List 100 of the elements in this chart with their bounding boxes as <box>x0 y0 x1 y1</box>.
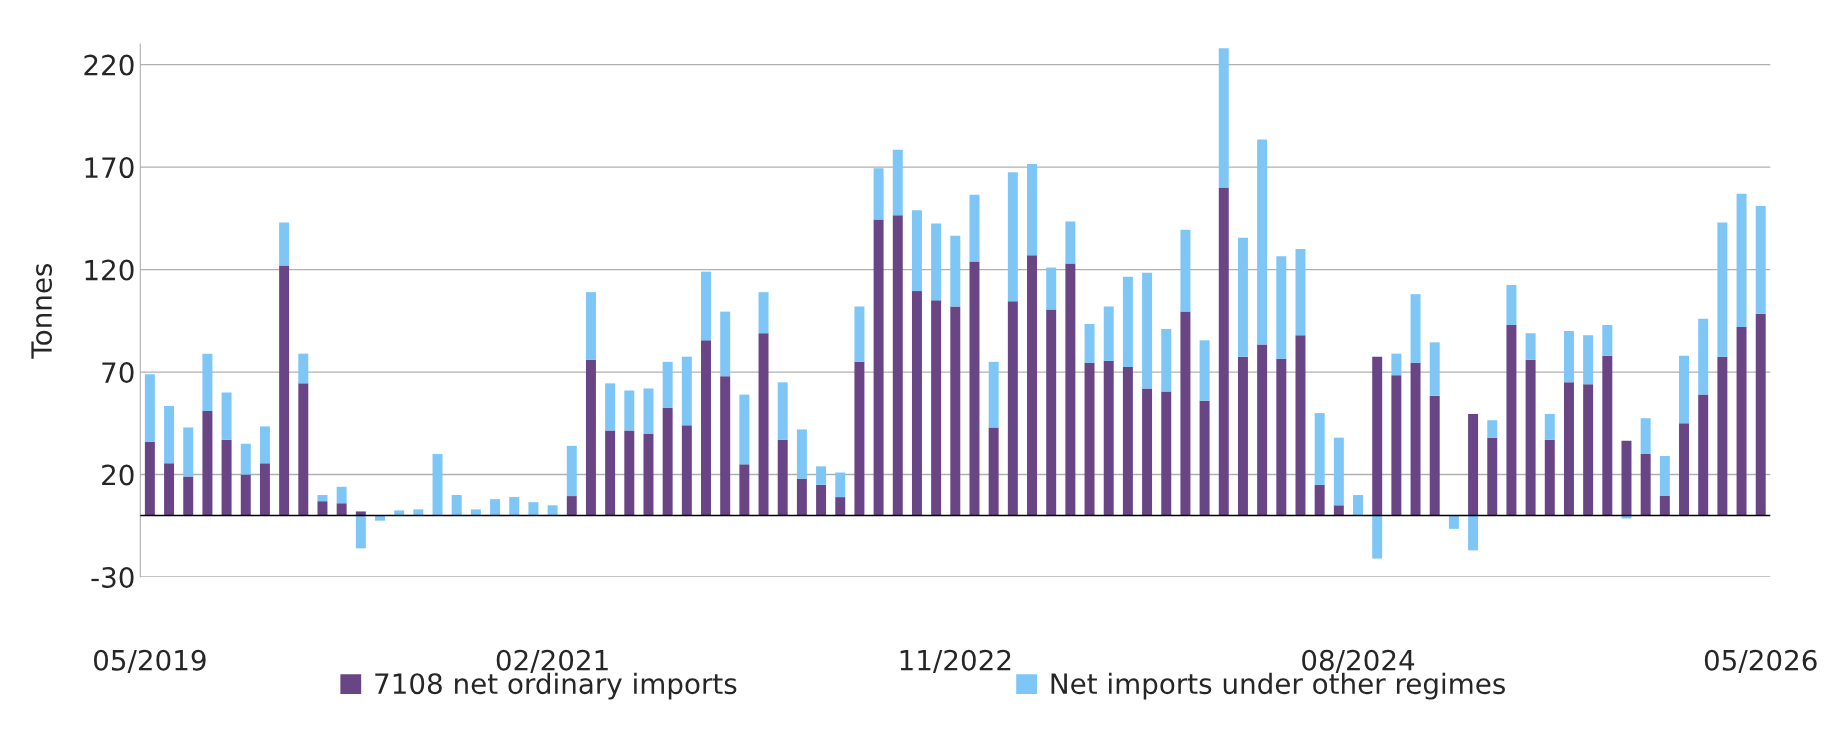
bar <box>1122 276 1133 367</box>
bar <box>988 361 999 428</box>
bar <box>279 222 290 266</box>
bar <box>144 374 155 442</box>
bar <box>202 411 213 516</box>
bar <box>988 427 999 516</box>
bar <box>1333 505 1344 516</box>
bar <box>1755 313 1766 516</box>
x-tick-label: 02/2021 <box>496 649 608 673</box>
bar <box>1679 355 1689 424</box>
y-tick-label: 120 <box>85 259 134 281</box>
bar <box>298 383 309 516</box>
bar <box>816 484 827 516</box>
bar <box>470 509 481 516</box>
bar <box>1007 172 1018 302</box>
bar <box>931 223 942 301</box>
bar <box>1372 356 1383 516</box>
bar <box>1487 420 1498 438</box>
bar <box>221 439 232 516</box>
bar <box>547 505 558 516</box>
bar <box>1583 335 1594 385</box>
bar <box>1372 515 1383 559</box>
bar <box>1487 437 1498 516</box>
bar <box>1448 515 1459 529</box>
bar <box>1698 394 1709 516</box>
y-tick-label: 70 <box>102 362 134 384</box>
y-tick-label: -30 <box>91 566 134 588</box>
bar <box>585 359 596 516</box>
bar <box>1659 496 1670 516</box>
bar <box>183 476 194 516</box>
bar <box>796 478 807 516</box>
bar <box>1314 484 1325 516</box>
bar <box>259 426 270 464</box>
bar <box>1257 344 1268 516</box>
bar <box>624 430 635 516</box>
bar <box>892 215 903 516</box>
bar <box>605 383 616 431</box>
bar <box>317 501 328 516</box>
bar <box>1506 284 1517 325</box>
y-tick-label: 20 <box>102 464 134 486</box>
bar <box>643 388 654 434</box>
bar <box>336 503 347 516</box>
bar <box>758 333 769 516</box>
bar <box>259 463 270 516</box>
bar <box>1333 437 1344 506</box>
x-tick-label: 05/2026 <box>1704 649 1817 673</box>
bar <box>1122 366 1133 516</box>
bar <box>1563 382 1574 516</box>
bar <box>854 306 865 362</box>
bar <box>892 149 903 216</box>
bar <box>1391 375 1402 516</box>
bar <box>528 502 539 516</box>
bar <box>1717 356 1728 516</box>
bar <box>1046 309 1057 516</box>
bar <box>643 433 654 516</box>
bar <box>854 361 865 516</box>
bar <box>221 392 232 440</box>
bar <box>1276 256 1287 359</box>
bar <box>662 361 673 408</box>
bar <box>317 495 328 502</box>
bar <box>1180 229 1191 312</box>
bar <box>1410 294 1421 363</box>
bar <box>1142 388 1153 516</box>
bar <box>931 300 942 516</box>
bar <box>375 515 385 521</box>
bar <box>1506 324 1517 516</box>
bar <box>1218 48 1229 188</box>
bar <box>1295 249 1306 336</box>
bar <box>336 486 347 504</box>
bar <box>355 515 366 549</box>
bar <box>566 445 577 497</box>
bar <box>681 356 692 426</box>
bar <box>1640 454 1651 516</box>
bar <box>164 463 175 516</box>
bar <box>1525 333 1536 360</box>
bar <box>1544 439 1555 516</box>
bar <box>1679 423 1689 516</box>
bar <box>1314 413 1325 485</box>
y-tick-label: 170 <box>85 157 134 179</box>
bar <box>950 235 961 307</box>
bar <box>1257 139 1268 345</box>
y-tick-label: 220 <box>84 54 134 76</box>
bar <box>1199 340 1210 401</box>
bar <box>1295 335 1306 516</box>
bar <box>873 219 884 516</box>
legend-label: Net imports under other regimes <box>1051 672 1505 700</box>
bar <box>1027 255 1037 516</box>
bar <box>1084 323 1095 363</box>
bar <box>816 466 827 485</box>
bar <box>432 454 443 516</box>
bar <box>1237 356 1248 516</box>
bar <box>202 353 213 412</box>
bar <box>1717 222 1728 357</box>
bar <box>1525 359 1536 516</box>
bar <box>1544 414 1555 440</box>
bar <box>911 291 922 516</box>
bar <box>1736 193 1747 327</box>
bar <box>777 382 788 440</box>
bar <box>1698 318 1709 395</box>
bar <box>739 394 750 465</box>
